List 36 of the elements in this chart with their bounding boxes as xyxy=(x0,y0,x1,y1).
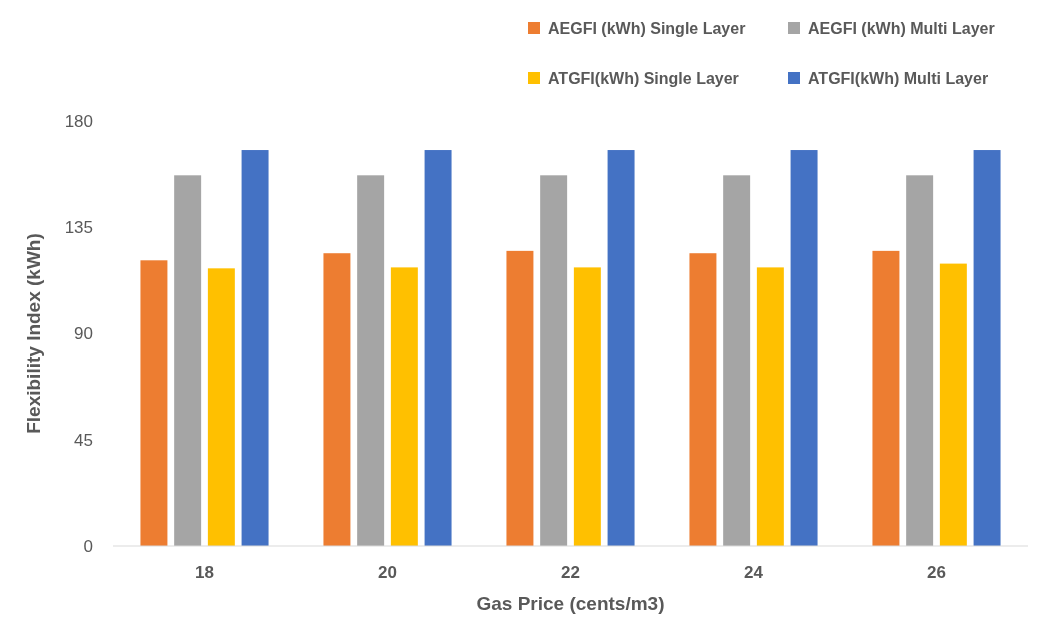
bar xyxy=(323,253,351,546)
x-tick-label: 24 xyxy=(744,563,764,582)
bar xyxy=(689,253,717,546)
bar xyxy=(756,267,784,546)
y-tick-label: 0 xyxy=(83,536,93,556)
bar xyxy=(174,175,202,546)
legend-label: AEGFI (kWh) Multi Layer xyxy=(808,19,995,37)
legend-label: AEGFI (kWh) Single Layer xyxy=(548,19,746,37)
bar xyxy=(424,150,452,546)
bar xyxy=(506,250,534,546)
bar xyxy=(906,175,934,546)
x-axis-title: Gas Price (cents/m3) xyxy=(476,593,665,614)
bar xyxy=(357,175,385,546)
bar xyxy=(973,150,1001,546)
bar xyxy=(607,150,635,546)
y-tick-label: 180 xyxy=(64,111,93,131)
y-tick-label: 90 xyxy=(74,324,93,344)
legend-label: ATGFI(kWh) Multi Layer xyxy=(808,69,989,87)
x-tick-label: 18 xyxy=(195,563,214,582)
bar xyxy=(723,175,751,546)
x-tick-label: 26 xyxy=(927,563,946,582)
y-tick-label: 45 xyxy=(74,430,93,450)
x-tick-label: 22 xyxy=(561,563,580,582)
x-tick-label: 20 xyxy=(378,563,397,582)
bar xyxy=(790,150,818,546)
bar xyxy=(241,150,269,546)
bar xyxy=(207,268,235,546)
bar xyxy=(140,260,168,546)
bar xyxy=(573,267,601,546)
legend-label: ATGFI(kWh) Single Layer xyxy=(548,69,739,87)
y-tick-label: 135 xyxy=(64,218,93,238)
bar xyxy=(540,175,568,546)
bar xyxy=(939,263,967,546)
bar xyxy=(872,250,900,546)
bar xyxy=(390,267,418,546)
y-axis-title: Flexibility Index (kWh) xyxy=(23,233,44,434)
